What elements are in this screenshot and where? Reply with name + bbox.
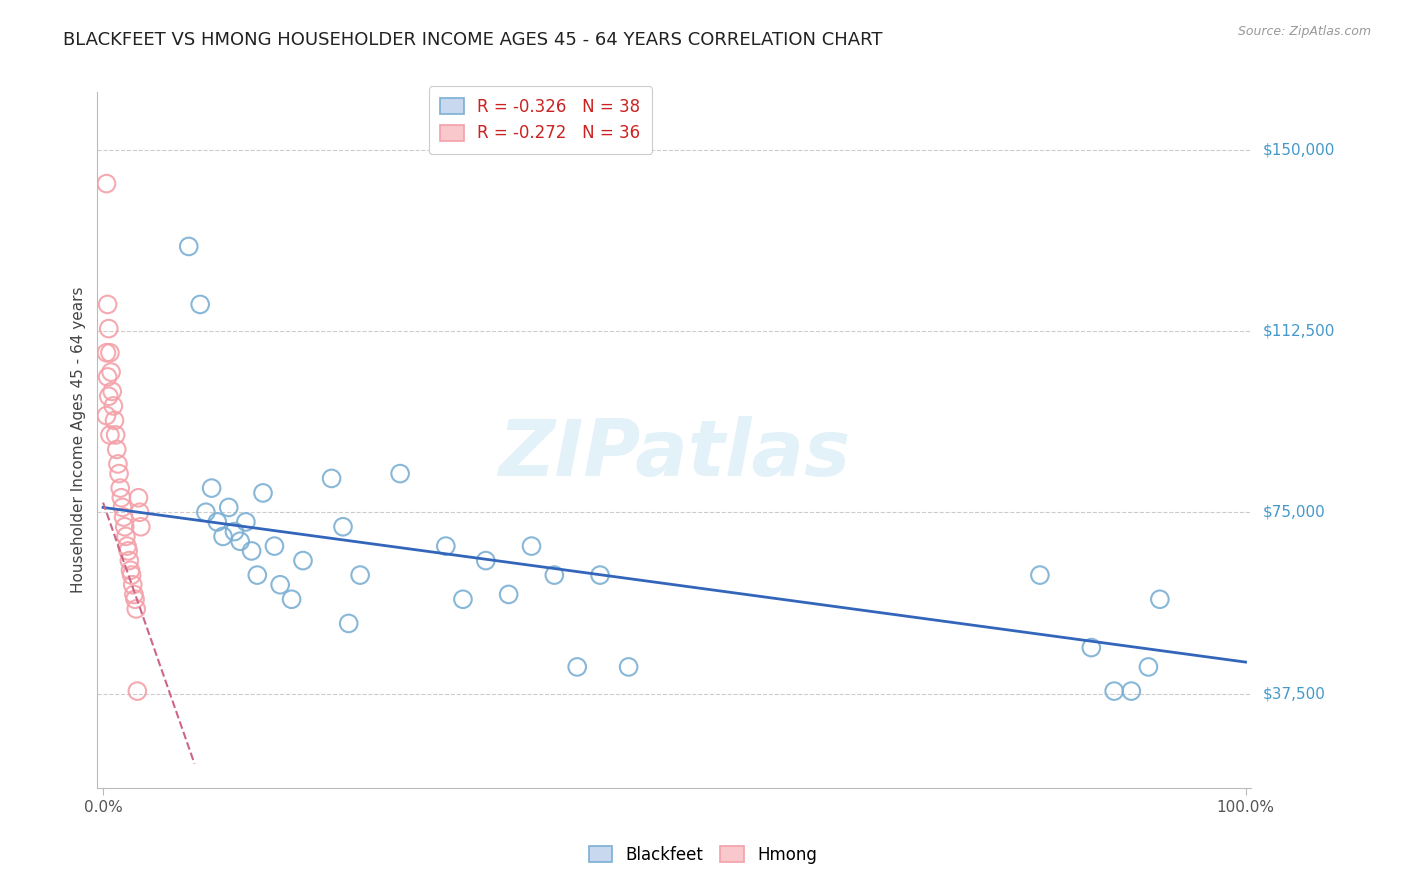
Point [389, 467, 412, 481]
Point [117, 544, 139, 558]
Point [107, 457, 129, 471]
Point [105, 442, 128, 457]
Point [194, 505, 217, 519]
Point [127, 491, 149, 505]
Point [97, 297, 120, 311]
Point [96, 409, 118, 423]
Point [128, 505, 150, 519]
Point [111, 500, 134, 515]
Point [121, 568, 143, 582]
Point [1137, 660, 1160, 674]
Point [207, 515, 229, 529]
Point [120, 563, 142, 577]
Point [1080, 640, 1102, 655]
Point [332, 520, 354, 534]
Point [235, 515, 257, 529]
Point [114, 520, 136, 534]
Point [108, 467, 131, 481]
Point [125, 602, 148, 616]
Point [567, 660, 589, 674]
Text: ZIPatlas: ZIPatlas [498, 416, 851, 491]
Legend: Blackfeet, Hmong: Blackfeet, Hmong [582, 839, 824, 871]
Text: $112,500: $112,500 [1263, 324, 1334, 338]
Point [122, 587, 145, 601]
Point [97, 321, 120, 335]
Point [1102, 684, 1125, 698]
Point [96, 345, 118, 359]
Point [434, 539, 457, 553]
Point [520, 539, 543, 553]
Point [475, 553, 498, 567]
Text: $150,000: $150,000 [1263, 142, 1334, 157]
Point [337, 616, 360, 631]
Point [115, 529, 138, 543]
Point [269, 578, 291, 592]
Point [617, 660, 640, 674]
Point [118, 553, 141, 567]
Text: $37,500: $37,500 [1263, 686, 1326, 701]
Point [246, 568, 269, 582]
Point [188, 297, 211, 311]
Y-axis label: Householder Income Ages 45 - 64 years: Householder Income Ages 45 - 64 years [72, 286, 86, 593]
Point [349, 568, 371, 582]
Point [1121, 684, 1143, 698]
Point [108, 481, 131, 495]
Point [451, 592, 474, 607]
Text: Source: ZipAtlas.com: Source: ZipAtlas.com [1237, 25, 1371, 38]
Point [200, 481, 222, 495]
Point [252, 486, 274, 500]
Point [97, 389, 120, 403]
Point [1029, 568, 1052, 582]
Point [177, 239, 200, 253]
Point [98, 428, 121, 442]
Point [97, 370, 120, 384]
Point [292, 553, 315, 567]
Text: BLACKFEET VS HMONG HOUSEHOLDER INCOME AGES 45 - 64 YEARS CORRELATION CHART: BLACKFEET VS HMONG HOUSEHOLDER INCOME AG… [63, 31, 883, 49]
Point [103, 399, 125, 413]
Point [498, 587, 520, 601]
Point [240, 544, 263, 558]
Point [112, 510, 135, 524]
Point [103, 413, 125, 427]
Point [1149, 592, 1171, 607]
Point [321, 471, 343, 485]
Point [218, 500, 240, 515]
Point [104, 428, 127, 442]
Point [212, 529, 235, 543]
Point [101, 384, 124, 399]
Point [121, 578, 143, 592]
Point [115, 539, 138, 553]
Point [110, 491, 132, 505]
Legend: R = -0.326   N = 38, R = -0.272   N = 36: R = -0.326 N = 38, R = -0.272 N = 36 [429, 87, 652, 153]
Point [124, 592, 146, 607]
Point [543, 568, 565, 582]
Point [98, 345, 121, 359]
Point [280, 592, 302, 607]
Point [129, 520, 152, 534]
Point [127, 684, 149, 698]
Point [155, 817, 177, 831]
Point [224, 524, 246, 539]
Point [229, 534, 252, 549]
Point [589, 568, 612, 582]
Point [100, 365, 122, 379]
Text: $75,000: $75,000 [1263, 505, 1324, 520]
Point [263, 539, 285, 553]
Point [96, 177, 118, 191]
